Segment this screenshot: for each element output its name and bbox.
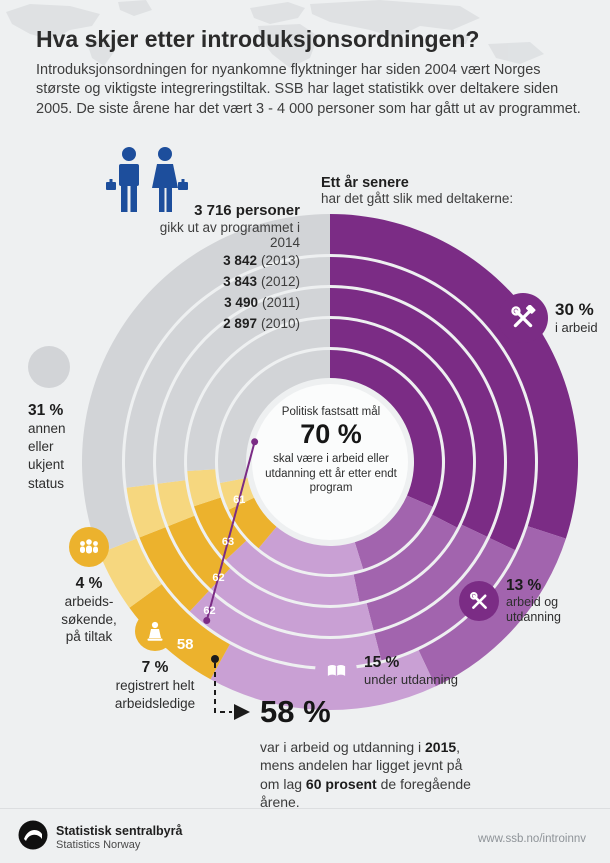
cohort-latest-count: 3 716 personer [194,202,300,219]
intro-paragraph: Introduksjonsordningen for nyankomne fly… [36,62,581,117]
callout-bold: 2015 [425,739,457,755]
world-map-decoration [6,0,544,68]
callout-seg: , mens andelen har ligget jevnt på om la… [260,739,463,792]
legend-arbeidsledige-label: registrert helt arbeidsledige [114,678,196,711]
legend-utdanning: 15 % under utdanning [315,650,458,692]
legend-arbeid-utdanning: 13 % arbeid og utdanning [459,577,561,626]
cohort-year: (2012) [260,274,300,289]
legend-arbeid-utdanning-pct: 13 % [506,577,542,594]
goal-value: 70 % [300,419,362,449]
ssb-logo [18,820,48,855]
cohort-history-item: 3 842 (2013) [130,250,300,271]
legend-arbeid: 30 % i arbeid [498,293,598,343]
chart-intro: Ett år senere har det gått slik med delt… [321,175,513,206]
callout-text: var i arbeid og utdanning i 2015, mens a… [260,738,485,812]
cohort-latest-desc: gikk ut av programmet i 2014 [159,220,300,250]
cohort-year: (2013) [260,253,300,268]
legend-arbeidssoekende-pct: 4 % [75,575,103,592]
legend-annen-label: annen eller ukjent status [28,421,66,491]
people-icon [69,527,109,567]
svg-text:62: 62 [212,572,224,584]
svg-text:61: 61 [233,494,245,506]
chart-intro-line2: har det gått slik med deltakerne: [321,191,514,206]
cohort-count: 3 843 [223,274,257,289]
cohort-latest: 3 716 personer gikk ut av programmet i 2… [130,202,300,250]
footer-divider [0,808,610,809]
callout-58-value: 58 % [260,694,331,729]
tools-icon [498,293,548,343]
person-podium-icon [135,611,175,651]
legend-arbeid-utdanning-label: arbeid og utdanning [506,595,561,625]
cohort-history-item: 3 843 (2012) [130,271,300,292]
page-title: Hva skjer etter introduksjonsordningen? [36,26,480,52]
footer-url[interactable]: www.ssb.no/introinnv [477,833,586,845]
svg-text:63: 63 [222,536,234,548]
legend-arbeidsledige-pct: 7 % [141,659,169,676]
cohort-count: 3 490 [224,295,258,310]
footer-org-name-en: Statistics Norway [56,839,141,851]
book-icon [315,650,357,692]
callout-seg: var i arbeid og utdanning i [260,739,425,755]
legend-arbeid-pct: 30 % [555,300,594,320]
cohort-history-item: 3 490 (2011) [130,292,300,313]
legend-arbeidsledige: 7 % registrert helt arbeidsledige [105,611,205,712]
legend-annen-pct: 31 % [28,402,64,419]
chart-intro-line1: Ett år senere [321,175,409,191]
goal-pre-text: Politisk fastsatt mål [281,406,381,418]
legend-utdanning-pct: 15 % [364,654,400,672]
legend-arbeid-label: i arbeid [555,320,598,336]
tools-book-icon [459,581,499,622]
callout-bold: 60 prosent [305,775,377,792]
man-woman-figures-icon [106,147,188,212]
callout-seg: de foregående årene. [260,775,471,811]
footer-org: Statistisk sentralbyrå Statistics Norway [56,824,182,851]
cohort-year: (2011) [261,295,300,310]
gray-circle-swatch [28,346,70,388]
svg-text:62: 62 [203,605,215,617]
legend-utdanning-label: under utdanning [364,672,458,688]
cohort-count: 3 842 [223,253,257,268]
goal-post-text: skal være i arbeid eller utdanning ett å… [265,453,397,495]
footer-org-name: Statistisk sentralbyrå [56,824,183,838]
goal-center-label: Politisk fastsatt mål 70 % skal være i a… [255,406,407,496]
cohort-history-item: 2 897 (2010) [130,313,300,334]
cohort-count: 2 897 [223,316,257,331]
cohort-year: (2010) [260,316,300,331]
cohort-history-list: 3 842 (2013) 3 843 (2012) 3 490 (2011) 2 89… [130,250,300,334]
legend-annen: 31 % annen eller ukjent status [28,346,70,493]
